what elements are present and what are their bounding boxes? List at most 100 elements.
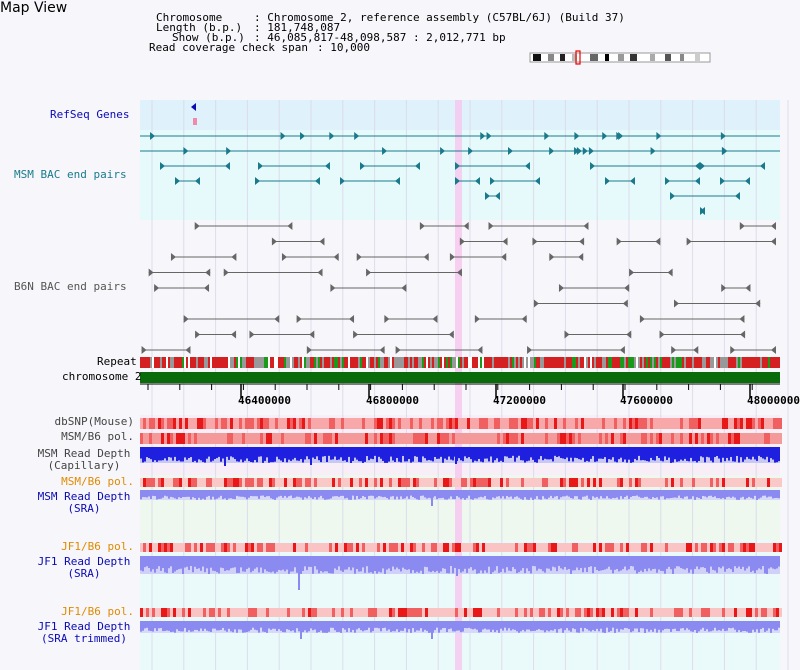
pol-heat-cell xyxy=(470,433,473,444)
repeat-segment xyxy=(350,357,352,368)
repeat-segment xyxy=(462,357,464,368)
pol-heat-cell xyxy=(734,478,737,487)
depth-bar xyxy=(208,621,210,632)
pol-heat-cell xyxy=(524,418,527,429)
pol-heat-cell xyxy=(329,433,332,444)
pol-heat-cell xyxy=(458,608,461,617)
depth-bar xyxy=(652,490,654,498)
repeat-segment xyxy=(680,357,682,368)
depth-bar xyxy=(486,556,488,573)
pol-heat-cell xyxy=(449,478,452,487)
depth-bar xyxy=(496,556,498,567)
depth-bar xyxy=(176,621,178,630)
depth-bar xyxy=(256,556,258,568)
depth-bar xyxy=(280,621,282,631)
depth-bar xyxy=(402,621,404,631)
depth-bar xyxy=(330,621,332,628)
track-label-msm-bac[interactable]: MSM BAC end pairs xyxy=(14,168,127,181)
pol-heat-cell xyxy=(473,433,476,444)
pol-heat-cell xyxy=(326,433,329,444)
depth-bar xyxy=(158,621,160,629)
depth-bar xyxy=(258,490,260,499)
pol-heat-cell xyxy=(368,543,371,552)
pol-heat-cell xyxy=(476,608,479,617)
depth-bar xyxy=(314,447,316,460)
depth-bar xyxy=(164,490,166,496)
pol-heat-cell xyxy=(362,478,365,487)
track-label-b6n-bac[interactable]: B6N BAC end pairs xyxy=(14,280,127,293)
depth-bar xyxy=(378,621,380,629)
pol-heat-cell xyxy=(644,433,647,444)
depth-bar xyxy=(442,621,444,629)
pol-heat-cell xyxy=(368,478,371,487)
pol-heat-cell xyxy=(242,433,245,444)
depth-bar xyxy=(470,447,472,460)
depth-bar xyxy=(274,490,276,500)
repeat-segment xyxy=(236,357,238,368)
pol-heat-cell xyxy=(737,608,740,617)
depth-bar xyxy=(760,447,762,458)
depth-bar xyxy=(226,447,228,457)
pol-heat-cell xyxy=(575,433,578,444)
pol-heat-cell xyxy=(569,608,572,617)
pol-heat-cell xyxy=(167,543,170,552)
pol-heat-cell xyxy=(560,433,563,444)
pol-heat-cell xyxy=(290,608,293,617)
depth-bar xyxy=(496,621,498,631)
pol-heat-cell xyxy=(701,543,704,552)
depth-bar xyxy=(150,621,152,632)
depth-bar xyxy=(388,621,390,630)
bac-end xyxy=(730,346,736,354)
depth-bar xyxy=(352,447,354,461)
depth-bar xyxy=(628,621,630,630)
depth-bar xyxy=(610,621,612,631)
gene-marker xyxy=(191,103,196,111)
pol-heat-cell xyxy=(464,608,467,617)
pol-heat-cell xyxy=(698,418,701,429)
pol-heat-cell xyxy=(446,608,449,617)
depth-bar xyxy=(274,621,276,629)
depth-bar xyxy=(184,490,186,498)
repeat-segment xyxy=(632,357,634,368)
depth-spike xyxy=(298,556,300,590)
depth-bar xyxy=(418,556,420,573)
repeat-segment xyxy=(532,357,534,368)
depth-bar xyxy=(750,556,752,573)
pol-heat-cell xyxy=(548,608,551,617)
depth-bar xyxy=(476,490,478,499)
depth-bar xyxy=(538,621,540,630)
depth-bar xyxy=(724,556,726,572)
repeat-segment xyxy=(160,357,162,368)
depth-bar xyxy=(340,621,342,633)
depth-bar xyxy=(766,447,768,457)
depth-bar xyxy=(726,621,728,631)
pol-heat-cell xyxy=(713,608,716,617)
pol-heat-cell xyxy=(455,608,458,617)
depth-bar xyxy=(568,447,570,462)
pol-heat-cell xyxy=(275,543,278,552)
pol-heat-cell xyxy=(482,418,485,429)
pol-heat-cell xyxy=(191,478,194,487)
depth-bar xyxy=(240,447,242,460)
depth-bar xyxy=(384,556,386,574)
pol-heat-cell xyxy=(683,418,686,429)
depth-bar xyxy=(146,490,148,498)
depth-bar xyxy=(566,621,568,629)
pol-heat-cell xyxy=(551,433,554,444)
depth-bar xyxy=(154,621,156,629)
depth-bar xyxy=(190,556,192,566)
bac-end xyxy=(760,162,765,170)
repeat-segment xyxy=(150,357,152,368)
pol-heat-cell xyxy=(230,478,233,487)
depth-bar xyxy=(304,447,306,460)
depth-bar xyxy=(666,556,668,569)
track-label-refseq[interactable]: RefSeq Genes xyxy=(50,108,130,121)
depth-bar xyxy=(512,556,514,568)
pol-heat-cell xyxy=(344,418,347,429)
repeat-segment xyxy=(640,357,642,368)
repeat-segment xyxy=(156,357,158,368)
depth-bar xyxy=(332,556,334,574)
repeat-segment xyxy=(384,357,386,368)
repeat-segment xyxy=(612,357,614,368)
pol-heat-cell xyxy=(242,418,245,429)
